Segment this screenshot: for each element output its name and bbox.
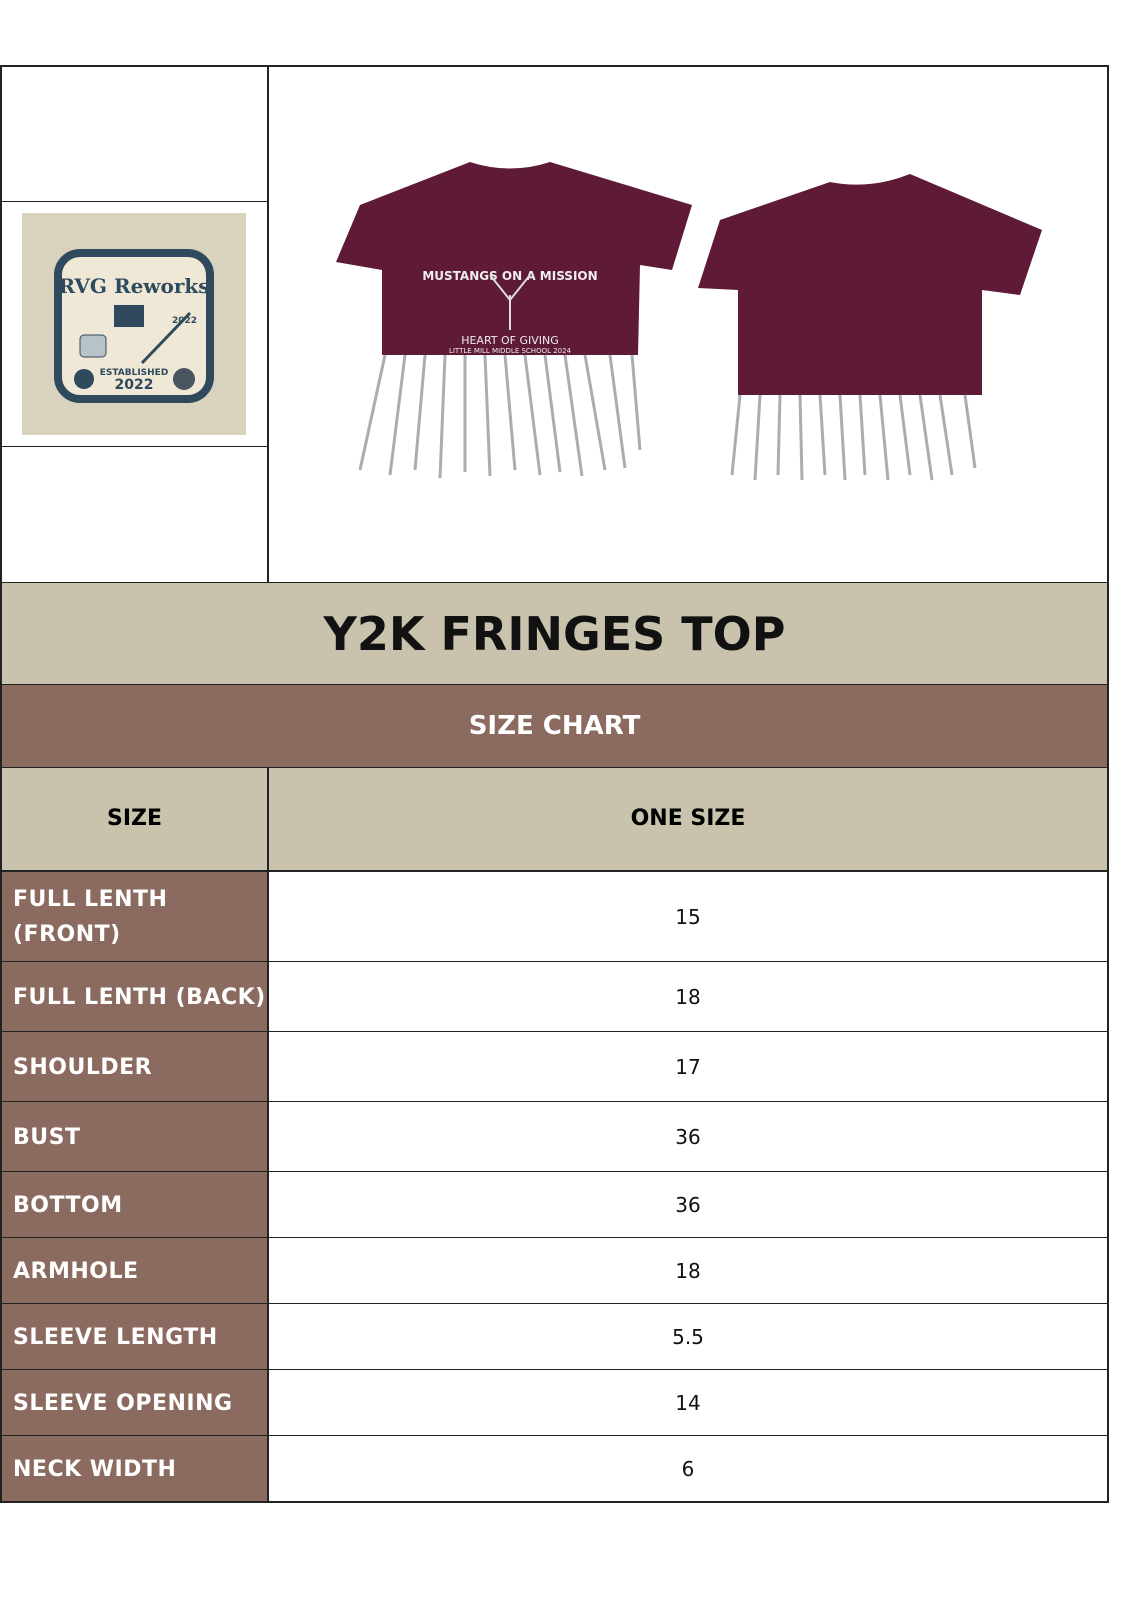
row-value: 36 (268, 1172, 1108, 1238)
header-size-label: SIZE (106, 806, 162, 831)
header-size: SIZE (1, 767, 268, 870)
header-one-size: ONE SIZE (268, 767, 1108, 870)
row-value: 5.5 (268, 1304, 1108, 1370)
row-value: 36 (268, 1102, 1108, 1172)
svg-text:RVG Reworks: RVG Reworks (58, 274, 209, 298)
row-label-text: ARMHOLE (13, 1258, 139, 1284)
row-value-text: 5.5 (672, 1325, 704, 1349)
row-label: BUST (1, 1102, 268, 1172)
row-value-text: 14 (675, 1391, 701, 1415)
row-value: 18 (268, 962, 1108, 1032)
row-value-text: 36 (675, 1125, 701, 1149)
header-one-size-label: ONE SIZE (630, 806, 746, 831)
product-title-row: Y2K FRINGES TOP (1, 583, 1108, 685)
print-small: LITTLE MILL MIDDLE SCHOOL 2024 (449, 347, 572, 355)
print-bottom: HEART OF GIVING (461, 334, 559, 347)
product-image: MUSTANGS ON A MISSION HEART OF GIVING LI… (320, 150, 1060, 500)
row-label: NECK WIDTH (1, 1436, 268, 1502)
row-label-text: BOTTOM (13, 1192, 123, 1218)
row-value: 17 (268, 1032, 1108, 1102)
row-value: 18 (268, 1238, 1108, 1304)
row-value: 14 (268, 1370, 1108, 1436)
size-chart-heading: SIZE CHART (468, 711, 641, 741)
row-value: 6 (268, 1436, 1108, 1502)
print-top: MUSTANGS ON A MISSION (422, 269, 597, 283)
svg-text:2022: 2022 (172, 316, 197, 326)
row-value-text: 6 (681, 1457, 695, 1481)
row-label-text: BUST (13, 1124, 81, 1150)
row-label: BOTTOM (1, 1172, 268, 1238)
size-chart-row: SIZE CHART (1, 685, 1108, 767)
row-label-text: SLEEVE LENGTH (13, 1324, 218, 1350)
row-label-text: SHOULDER (13, 1054, 153, 1080)
row-label-text: FULL LENTH (FRONT) (13, 886, 168, 947)
row-label: SLEEVE LENGTH (1, 1304, 268, 1370)
svg-text:ESTABLISHED: ESTABLISHED (100, 368, 169, 378)
row-label-text: NECK WIDTH (13, 1456, 177, 1482)
product-title: Y2K FRINGES TOP (323, 607, 786, 661)
row-value-text: 36 (675, 1193, 701, 1217)
row-value-text: 17 (675, 1055, 701, 1079)
row-label: ARMHOLE (1, 1238, 268, 1304)
logo-image: RVG Reworks 2022 ESTABLISHED 2022 (22, 213, 246, 435)
row-label-text: SLEEVE OPENING (13, 1390, 233, 1416)
row-value-text: 15 (675, 904, 701, 929)
row-label-text: FULL LENTH (BACK) (13, 984, 266, 1010)
svg-text:2022: 2022 (115, 377, 154, 393)
row-value: 15 (268, 871, 1108, 962)
row-label: FULL LENTH (BACK) (1, 962, 268, 1032)
row-label: FULL LENTH (FRONT) (1, 871, 268, 962)
row-value-text: 18 (675, 1259, 701, 1283)
row-label: SLEEVE OPENING (1, 1370, 268, 1436)
row-value-text: 18 (675, 985, 701, 1009)
row-label: SHOULDER (1, 1032, 268, 1102)
